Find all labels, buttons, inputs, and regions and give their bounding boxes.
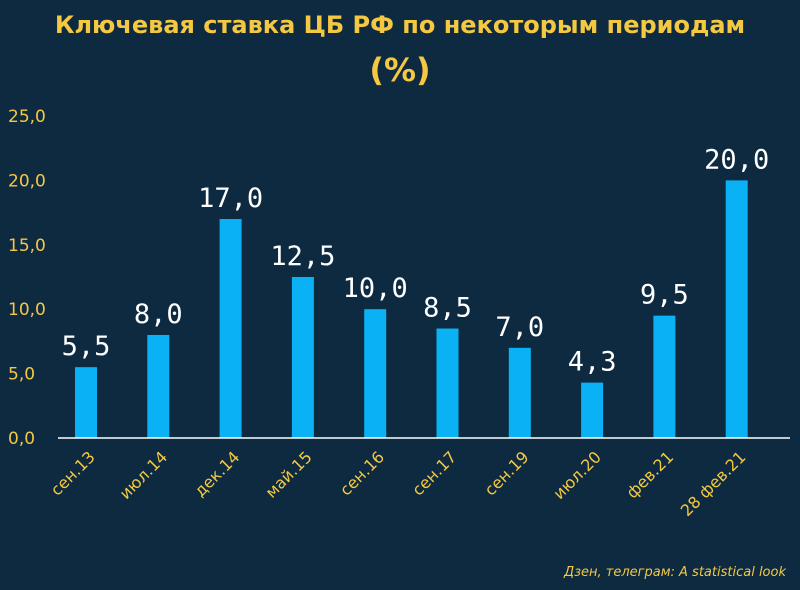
bar [75,367,97,438]
y-axis-ticks: 0,0 5,0 10,0 15,0 20,0 25,0 [8,107,46,449]
x-axis-ticks: сен.13 июл.14 дек.14 май.15 сен.16 сен.17 сен.… [47,447,750,520]
data-label: 9,5 [640,280,689,311]
y-tick-label: 15,0 [8,236,46,256]
bar [653,315,676,438]
x-tick-label: сен.16 [336,447,388,499]
bar [147,334,170,438]
bars [75,180,748,438]
x-tick-label: июл.20 [549,447,605,503]
x-tick-label: дек.14 [190,447,243,500]
data-label: 17,0 [198,183,263,214]
data-label: 5,5 [62,331,111,362]
x-tick-label: фев.21 [622,447,677,502]
bar [436,328,459,438]
chart-subtitle: (%) [369,51,431,89]
data-label: 7,0 [495,312,544,343]
data-label: 8,0 [134,299,183,330]
data-label: 20,0 [704,144,769,175]
bar [725,180,748,438]
x-tick-label: сен.17 [408,447,460,499]
x-tick-label: май.15 [261,447,315,501]
y-tick-label: 5,0 [8,365,35,385]
chart-title: Ключевая ставка ЦБ РФ по некоторым перио… [54,11,746,39]
data-label: 8,5 [423,293,472,324]
bar [364,309,387,438]
data-label: 4,3 [568,347,617,378]
x-tick-label: сен.19 [481,447,533,499]
y-tick-label: 0,0 [8,429,35,449]
data-labels: 5,5 8,0 17,012,5 10,0 8,5 7,0 4,3 9,5 20,0 [62,144,770,377]
bar [508,347,531,438]
bar [219,219,242,438]
x-tick-label: 28 фев.21 [677,447,750,520]
y-tick-label: 25,0 [8,107,46,127]
y-tick-label: 20,0 [8,171,46,191]
data-label: 10,0 [343,273,408,304]
x-tick-label: июл.14 [116,447,172,503]
x-tick-label: сен.13 [47,447,99,499]
bar [581,382,604,438]
bar [291,277,314,438]
y-tick-label: 10,0 [8,300,46,320]
source-note: Дзен, телеграм: A statistical look [563,565,786,580]
data-label: 12,5 [270,241,335,272]
